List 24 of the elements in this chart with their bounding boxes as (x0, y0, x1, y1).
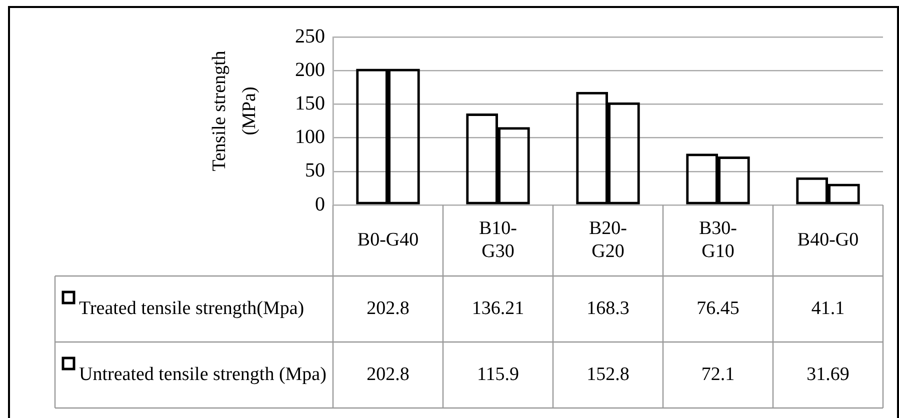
x-tick-label: B0-G40 (357, 229, 419, 250)
y-tick-label: 100 (295, 126, 325, 148)
data-label: 202.8 (366, 298, 410, 319)
legend-label: Treated tensile strength(Mpa) (79, 298, 304, 319)
data-label: 202.8 (366, 364, 410, 385)
x-tick-label: B20-G20 (589, 218, 627, 262)
y-tick-label: 200 (295, 58, 325, 81)
y-tick-label: 250 (295, 25, 325, 48)
data-label: 76.45 (696, 298, 740, 319)
x-tick-label: B10-G30 (479, 218, 517, 262)
data-label: 72.1 (701, 364, 735, 385)
y-tick-label: 50 (305, 160, 325, 182)
data-label: 168.3 (586, 298, 630, 319)
data-label: 136.21 (472, 298, 524, 319)
y-tick-label: 0 (315, 193, 325, 216)
x-tick-label: B40-G0 (797, 229, 859, 250)
data-label: 41.1 (811, 298, 845, 319)
y-axis-title: Tensile strength (MPa) (208, 50, 260, 172)
legend-label: Untreated tensile strength (Mpa) (79, 364, 326, 385)
y-tick-label: 150 (295, 92, 325, 114)
data-label: 31.69 (806, 364, 850, 385)
data-label: 152.8 (586, 364, 630, 385)
data-label: 115.9 (476, 364, 520, 385)
x-tick-label: B30-G10 (699, 218, 737, 262)
